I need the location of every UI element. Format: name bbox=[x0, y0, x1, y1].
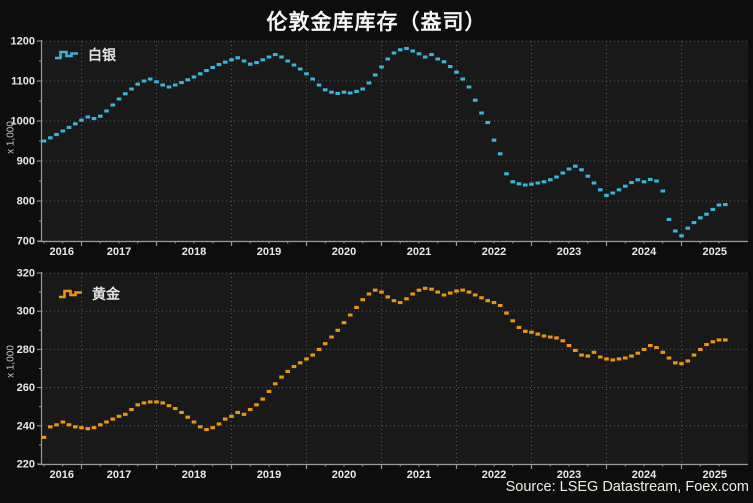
plot-background bbox=[42, 273, 748, 464]
x-tick-label: 2018 bbox=[182, 469, 206, 481]
y-tick-label: 900 bbox=[17, 156, 35, 168]
legend-silver-label: 白银 bbox=[88, 47, 116, 63]
series-gold bbox=[41, 286, 728, 439]
x-tick-label: 2020 bbox=[332, 246, 356, 258]
y-tick-label: 240 bbox=[17, 420, 35, 432]
x-tick-label: 2016 bbox=[50, 469, 74, 481]
x-tick-label: 2020 bbox=[332, 469, 356, 481]
y-tick-label: 320 bbox=[17, 268, 35, 280]
silver-dash-line-glyph bbox=[55, 50, 78, 60]
x-tick-label: 2021 bbox=[407, 469, 431, 481]
x-tick-label: 2018 bbox=[182, 246, 206, 258]
y-tick-label: 700 bbox=[17, 236, 35, 248]
panel-silver: 1200 1100 1000 900 800 700 2016 2017 2018 2019 202… bbox=[11, 36, 748, 258]
x-tick-label: 2021 bbox=[407, 246, 431, 258]
x-tick-label: 2025 bbox=[703, 246, 727, 258]
series-silver bbox=[41, 47, 728, 238]
x-tick-label: 2023 bbox=[557, 469, 581, 481]
y-tick-label: 1000 bbox=[11, 116, 35, 128]
x-tick-label: 2024 bbox=[632, 246, 657, 258]
plot-background bbox=[42, 41, 748, 241]
y-tick-label: 220 bbox=[17, 459, 35, 471]
gold-dash-line-glyph bbox=[59, 289, 82, 299]
silver-dash-line-icon bbox=[55, 50, 78, 60]
y-axis-unit-top: x 1,000 bbox=[5, 121, 17, 154]
source-note: Source: LSEG Datastream, Foex.com bbox=[505, 479, 749, 495]
x-tick-label: 2017 bbox=[107, 246, 131, 258]
x-tick-label: 2022 bbox=[482, 469, 506, 481]
x-tick-label: 2016 bbox=[50, 246, 74, 258]
legend-gold-label: 黄金 bbox=[92, 286, 120, 302]
y-axis-unit-bottom: x 1,000 bbox=[5, 345, 17, 378]
y-tick-label: 1100 bbox=[11, 76, 35, 88]
y-tick-label: 300 bbox=[17, 306, 35, 318]
gold-dash-line-icon bbox=[59, 289, 82, 299]
y-tick-label: 1200 bbox=[11, 36, 35, 48]
x-tick-label: 2019 bbox=[257, 469, 281, 481]
x-tick-label: 2017 bbox=[107, 469, 131, 481]
legend-gold: 黄金 bbox=[58, 284, 120, 304]
y-tick-label: 280 bbox=[17, 344, 35, 356]
x-tick-label: 2019 bbox=[257, 246, 281, 258]
x-tick-label: 2023 bbox=[557, 246, 581, 258]
legend-silver: 白银 bbox=[54, 45, 116, 65]
x-tick-label: 2022 bbox=[482, 246, 506, 258]
y-tick-label: 800 bbox=[17, 196, 35, 208]
x-tick-label: 2024 bbox=[632, 469, 657, 481]
page-title: 伦敦金库库存（盎司） bbox=[266, 11, 487, 34]
panel-gold: 320 300 280 260 240 220 2016 2017 2018 2019 2020 20… bbox=[17, 268, 748, 481]
y-tick-label: 260 bbox=[17, 382, 35, 394]
x-tick-label: 2025 bbox=[703, 469, 727, 481]
